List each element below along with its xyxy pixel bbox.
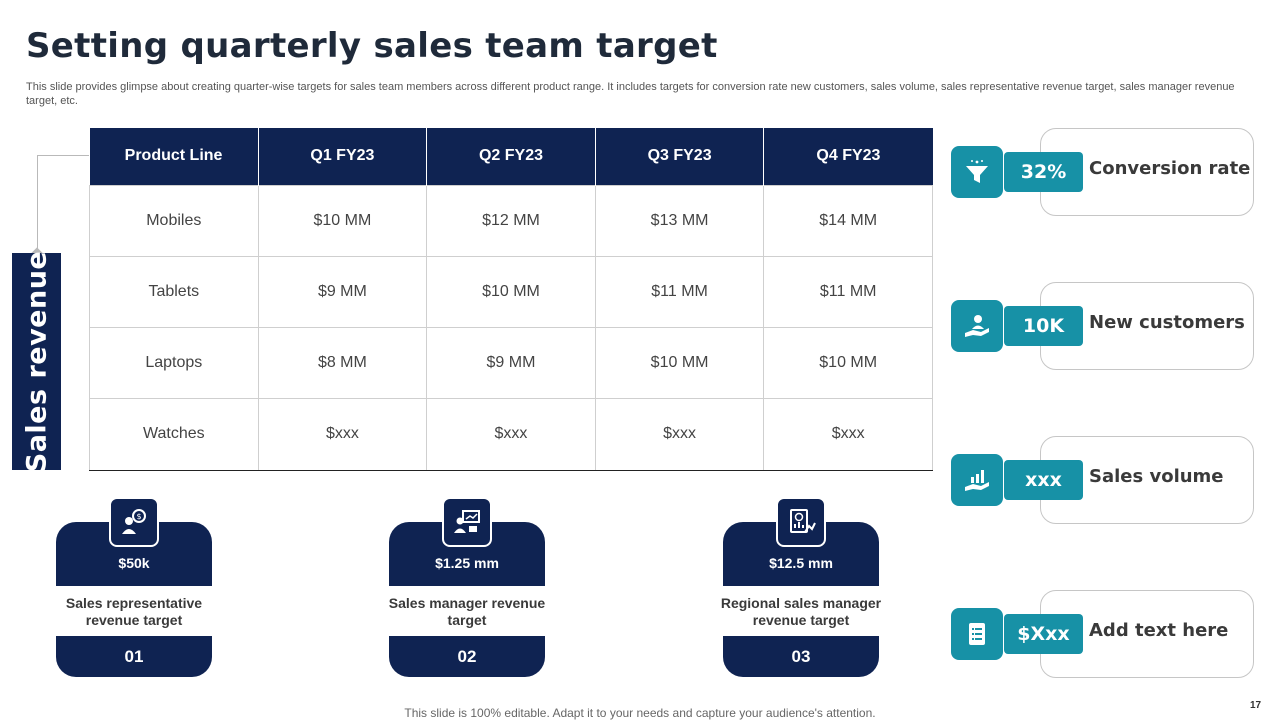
column-header: Q4 FY23 — [763, 128, 933, 185]
target-card-sales-manager: $1.25 mm Sales manager revenue target 02 — [389, 497, 545, 677]
table-cell: $xxx — [594, 398, 765, 471]
target-number: 02 — [389, 636, 545, 677]
table-cell: $xxx — [426, 398, 596, 471]
kpi-value: 10K — [1004, 306, 1083, 346]
table-cell: $8 MM — [257, 326, 428, 400]
target-number: 01 — [56, 636, 212, 677]
target-card-sales-representative: $ $50k Sales representative revenue targ… — [56, 497, 212, 677]
page-number: 17 — [1250, 700, 1262, 711]
table-header-row: Product Line Q1 FY23 Q2 FY23 Q3 FY23 Q4 … — [89, 128, 933, 185]
funnel-icon — [951, 146, 1003, 198]
column-header: Q2 FY23 — [426, 128, 596, 185]
kpi-card-conversion-rate: 32% Conversion rate — [950, 128, 1255, 216]
table-cell: $13 MM — [594, 184, 765, 257]
kpi-label: Conversion rate — [1089, 158, 1251, 179]
table-cell: $11 MM — [594, 255, 765, 329]
table-cell: $10 MM — [426, 255, 596, 329]
document-list-icon — [951, 608, 1003, 660]
target-amount: $12.5 mm — [769, 555, 833, 571]
table-cell: Tablets — [89, 255, 259, 329]
kpi-label: Sales volume — [1089, 466, 1224, 487]
kpi-label: New customers — [1089, 312, 1245, 333]
table-cell: $14 MM — [763, 184, 933, 257]
target-amount: $50k — [118, 555, 150, 571]
table-cell: Laptops — [89, 326, 259, 400]
kpi-value: xxx — [1004, 460, 1083, 500]
target-amount: $1.25 mm — [435, 555, 499, 571]
manager-presentation-icon — [442, 497, 492, 547]
target-description: Sales representative revenue target — [65, 595, 203, 628]
side-label-sales-revenue: Sales revenue — [12, 250, 61, 473]
table-cell: $xxx — [257, 398, 428, 471]
table-cell: Mobiles — [89, 184, 259, 257]
target-description: Sales manager revenue target — [388, 595, 546, 628]
table-row: Laptops $8 MM $9 MM $10 MM $10 MM — [89, 326, 933, 400]
table-cell: $9 MM — [257, 255, 428, 329]
page-title: Setting quarterly sales team target — [26, 26, 718, 66]
column-header: Product Line — [89, 128, 259, 185]
table-cell: $10 MM — [257, 184, 428, 257]
person-coin-icon: $ — [109, 497, 159, 547]
hand-person-icon — [951, 300, 1003, 352]
target-number: 03 — [723, 636, 879, 677]
kpi-card-add-text: $Xxx Add text here — [950, 590, 1255, 678]
table-row: Tablets $9 MM $10 MM $11 MM $11 MM — [89, 255, 933, 329]
table-row: Watches $xxx $xxx $xxx $xxx — [89, 398, 933, 471]
table-cell: $10 MM — [763, 326, 933, 400]
side-label-text: Sales revenue — [21, 250, 52, 473]
target-card-regional-sales-manager: $12.5 mm Regional sales manager revenue … — [721, 497, 881, 677]
report-chart-icon — [776, 497, 826, 547]
kpi-card-sales-volume: xxx Sales volume — [950, 436, 1255, 524]
connector-line — [37, 155, 89, 255]
kpi-value: 32% — [1004, 152, 1083, 192]
table-cell: $10 MM — [594, 326, 765, 400]
table-cell: $12 MM — [426, 184, 596, 257]
table-cell: Watches — [89, 398, 259, 471]
footer-note: This slide is 100% editable. Adapt it to… — [404, 706, 876, 720]
hand-chart-icon — [951, 454, 1003, 506]
column-header: Q3 FY23 — [595, 128, 765, 185]
kpi-label: Add text here — [1089, 620, 1229, 641]
page-subtitle: This slide provides glimpse about creati… — [26, 81, 1235, 107]
table-cell: $9 MM — [426, 326, 596, 400]
kpi-value: $Xxx — [1004, 614, 1083, 654]
revenue-table: Product Line Q1 FY23 Q2 FY23 Q3 FY23 Q4 … — [89, 128, 933, 471]
table-cell: $11 MM — [763, 255, 933, 329]
svg-text:$: $ — [136, 512, 141, 521]
table-cell: $xxx — [763, 398, 933, 471]
kpi-card-new-customers: 10K New customers — [950, 282, 1255, 370]
column-header: Q1 FY23 — [258, 128, 428, 185]
target-description: Regional sales manager revenue target — [720, 595, 882, 628]
table-row: Mobiles $10 MM $12 MM $13 MM $14 MM — [89, 184, 933, 257]
